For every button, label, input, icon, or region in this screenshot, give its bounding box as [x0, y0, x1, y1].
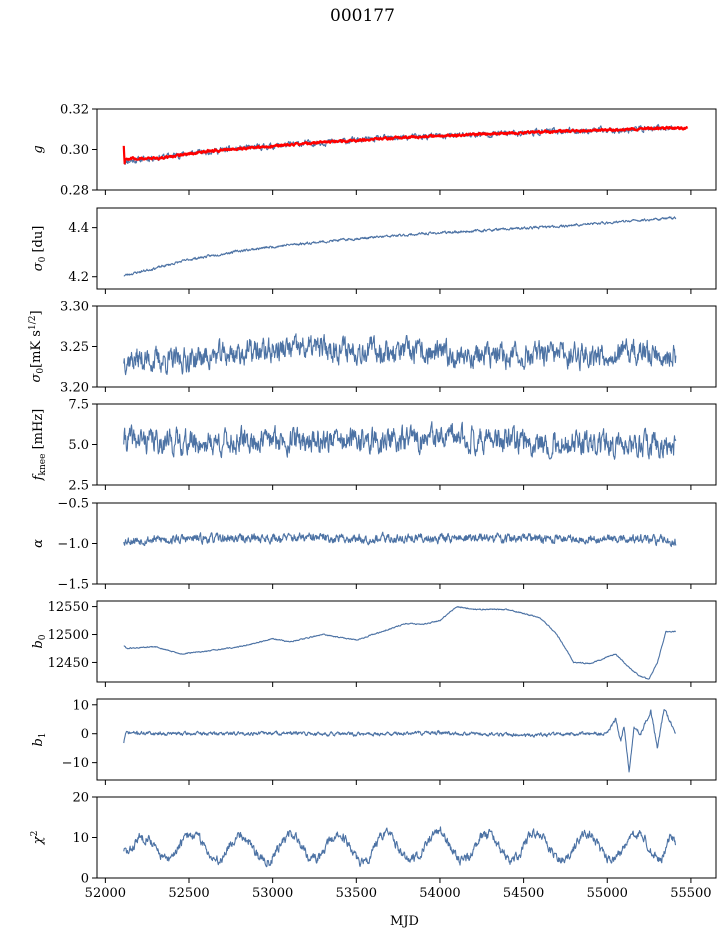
y-tick-label: 3.20 [60, 381, 89, 396]
axes-frame [96, 502, 717, 585]
y-tick-label: −1.5 [57, 578, 89, 593]
y-tick-label: 0 [81, 727, 89, 742]
x-tick-label: 52000 [85, 886, 126, 901]
series-line-1 [123, 826, 677, 868]
y-tick-label: 7.5 [68, 398, 89, 413]
series-line-1 [123, 606, 676, 680]
panel-2: 4.2 4.4 σ0 [du] [31, 207, 717, 294]
y-tick-label: 2.5 [68, 479, 89, 494]
axes-frame [96, 600, 717, 683]
y-tick-label: −1.0 [57, 537, 89, 552]
y-axis-label-symbol: α [31, 539, 46, 548]
panel-4: 2.5 5.0 7.5 fknee [mHz] [31, 398, 717, 494]
y-tick-label: 12550 [48, 600, 89, 615]
y-tick-label: 20 [72, 791, 89, 806]
y-axis-label-symbol: b [31, 738, 46, 746]
y-axis-label-subscript: 0 [36, 368, 46, 374]
series-line-1 [123, 421, 677, 460]
y-axis-label-unit: [mK s [29, 330, 44, 368]
panel-3: 3.20 3.25 3.30 σ0[mK s1/2] [28, 300, 717, 396]
axes-frame [96, 796, 717, 879]
y-tick-label: 0.30 [60, 143, 89, 158]
figure-title: 000177 [330, 6, 395, 26]
panel-1: 0.28 0.30 0.32 g [31, 103, 717, 199]
y-tick-label: 3.30 [60, 300, 89, 315]
series-line-2 [122, 125, 689, 165]
y-axis-label-subscript: 0 [38, 634, 48, 640]
x-tick-label: 53500 [336, 886, 377, 901]
x-tick-label: 54000 [419, 886, 460, 901]
y-axis-label-symbol: g [31, 145, 46, 153]
x-tick-label: 52500 [168, 886, 209, 901]
y-tick-label: 0.28 [60, 184, 89, 199]
panel-7: −10 0 10 b1 [31, 698, 717, 785]
y-tick-label: 3.25 [60, 340, 89, 355]
y-tick-label: 4.2 [68, 270, 89, 285]
y-axis-label-unit: [mHz] [31, 409, 46, 454]
y-tick-label: 0 [81, 872, 89, 887]
x-axis-label: MJD [390, 914, 419, 929]
series-line-1 [123, 333, 677, 376]
axes-frame [96, 698, 717, 781]
y-axis-label: b0 [31, 634, 48, 648]
y-axis-label: χ2 [30, 831, 46, 846]
panel-8: 0 10 20 52000 52500 53000 53500 54000 54500 55000… [30, 791, 717, 901]
y-axis-label: σ0[mK s1/2] [28, 310, 46, 382]
y-axis-label-unit: [du] [31, 226, 46, 257]
y-axis-label-unit-superscript: 1/2 [28, 316, 38, 330]
y-axis-label-symbol: σ [31, 261, 46, 271]
y-axis-label: σ0 [du] [31, 226, 48, 272]
panel-6: 12450 12500 12550 b0 [31, 600, 717, 687]
y-axis-label-subscript: knee [38, 454, 48, 476]
y-tick-label: 4.4 [68, 221, 89, 236]
y-axis-label: fknee [mHz] [31, 409, 48, 482]
y-axis-label: g [31, 145, 46, 153]
y-axis-label-subscript: 1 [38, 732, 48, 738]
y-tick-label: 12450 [48, 656, 89, 671]
axes-frame [96, 108, 717, 191]
series-line-1 [123, 709, 677, 773]
y-axis-label: α [31, 539, 46, 548]
y-axis-label-unit-end: ] [29, 310, 44, 315]
y-axis-label-symbol: σ [29, 373, 44, 383]
y-tick-label: −10 [62, 756, 89, 771]
y-tick-label: −0.5 [57, 497, 89, 512]
series-line-1 [123, 531, 677, 548]
x-tick-label: 53000 [252, 886, 293, 901]
axes-frame [96, 207, 717, 290]
y-axis-label-symbol: χ [31, 835, 46, 845]
y-tick-label: 0.32 [60, 103, 89, 118]
y-axis-label-superscript: 2 [30, 831, 40, 837]
y-axis-label: b1 [31, 732, 48, 746]
y-tick-label: 10 [72, 831, 89, 846]
y-tick-label: 10 [72, 698, 89, 713]
y-axis-label-subscript: 0 [38, 256, 48, 262]
series-line-1 [123, 216, 677, 277]
panel-5: −1.5 −1.0 −0.5 α [31, 497, 717, 593]
x-tick-label: 54500 [503, 886, 544, 901]
y-tick-label: 12500 [48, 628, 89, 643]
y-axis-label-symbol: f [31, 473, 46, 481]
y-axis-label-symbol: b [31, 640, 46, 648]
y-tick-label: 5.0 [68, 438, 89, 453]
x-tick-label: 55000 [587, 886, 628, 901]
x-tick-label: 55500 [670, 886, 711, 901]
